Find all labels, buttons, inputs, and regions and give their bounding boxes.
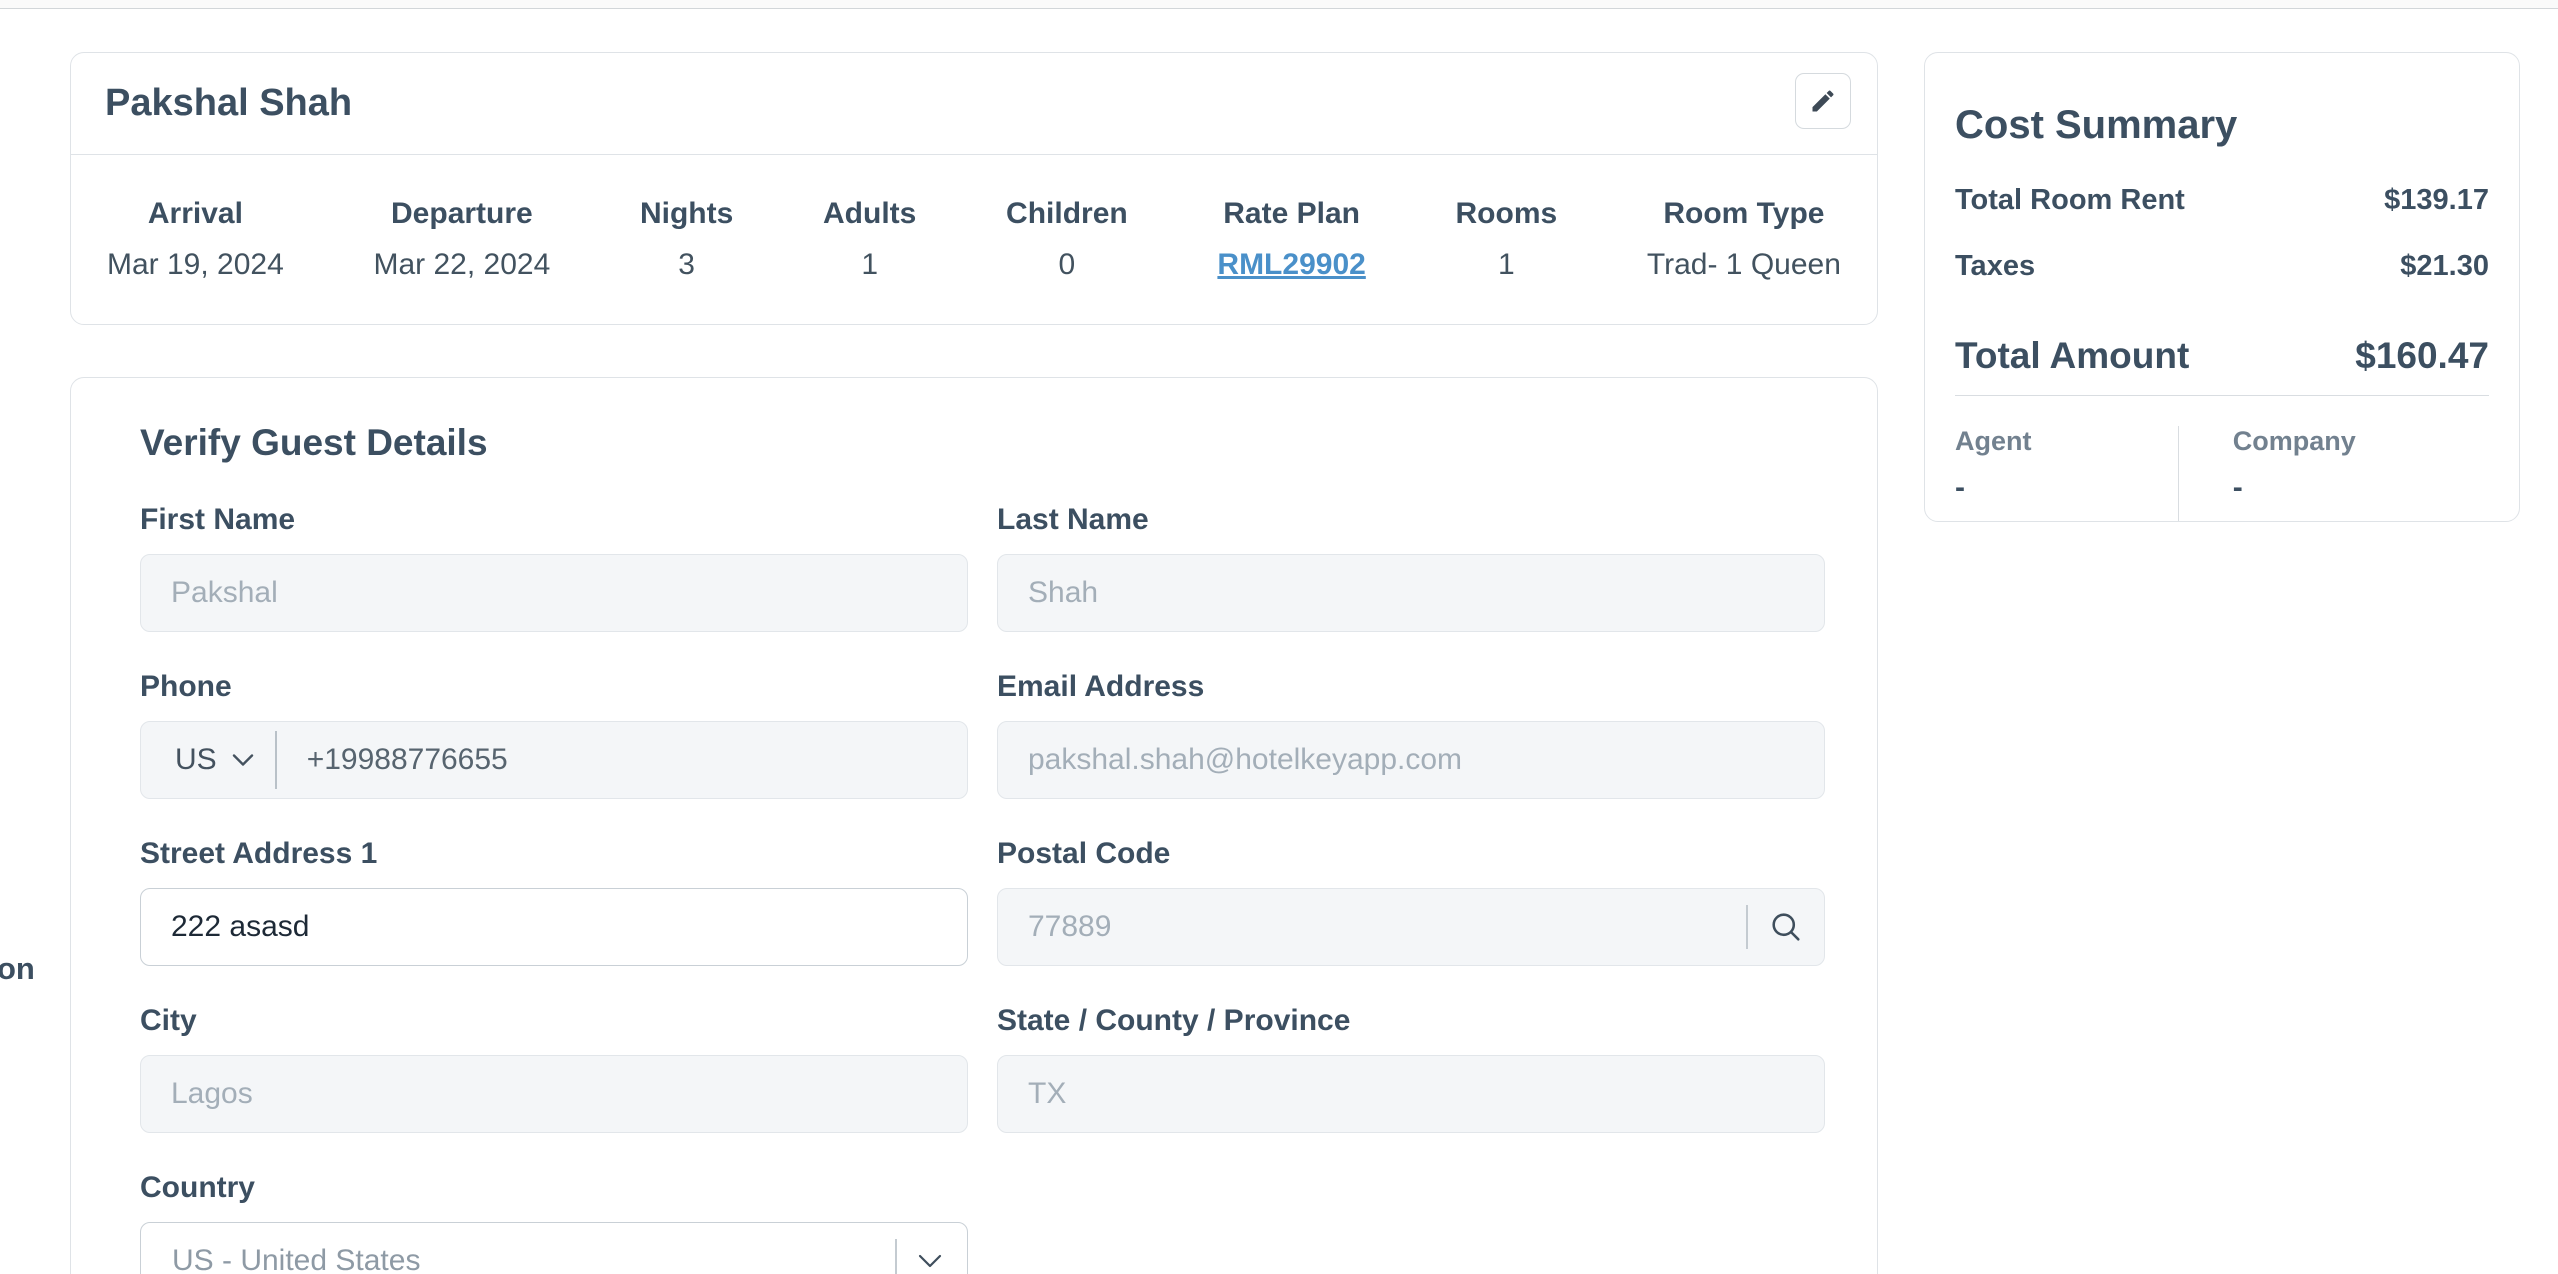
cost-row-room-rent: Total Room Rent $139.17 [1955,184,2489,217]
postal-code-label: Postal Code [997,837,1171,870]
total-amount-value: $160.47 [2355,335,2489,376]
phone-separator [274,731,277,789]
cost-footer: Agent - Company - [1955,396,2489,521]
pencil-icon [1809,87,1837,115]
street-address-label: Street Address 1 [140,837,378,870]
agent-label: Agent [1955,426,2032,456]
cost-divider [1955,395,2489,396]
summary-value: 1 [1498,248,1515,281]
summary-col-arrival: Arrival Mar 19, 2024 [107,197,284,282]
summary-label: Rate Plan [1223,197,1360,230]
agent-column: Agent - [1955,426,2178,521]
form-row-contact: Phone US [140,669,1825,799]
cost-row-taxes: Taxes $21.30 [1955,250,2489,283]
cost-row-value: $21.30 [2400,250,2489,282]
email-label: Email Address [997,670,1205,703]
city-field: City [140,1003,968,1133]
email-input[interactable] [998,722,1824,798]
summary-col-rate-plan: Rate Plan RML29902 [1217,197,1365,282]
section-title: Verify Guest Details [140,422,488,463]
agent-value: - [1955,471,1965,504]
summary-value: 3 [678,248,695,281]
guest-name: Pakshal Shah [105,82,353,124]
state-label: State / County / Province [997,1004,1351,1037]
reservation-summary-row: Arrival Mar 19, 2024 Departure Mar 22, 2… [71,155,1877,324]
last-name-field: Last Name [997,502,1825,632]
summary-col-room-type: Room Type Trad- 1 Queen [1647,197,1841,282]
verify-guest-details-card: Verify Guest Details First Name Last Nam… [70,377,1878,1274]
company-label: Company [2232,426,2356,456]
cost-row-label: Total Room Rent [1955,184,2185,216]
last-name-label: Last Name [997,503,1149,536]
street-address-input[interactable] [141,889,967,965]
state-field: State / County / Province [997,1003,1825,1133]
summary-value: Mar 22, 2024 [373,248,551,281]
summary-label: Arrival [147,197,243,230]
summary-label: Room Type [1663,197,1825,230]
company-value: - [2232,471,2243,504]
cost-row-value: $139.17 [2384,184,2489,216]
summary-value: Trad- 1 Queen [1646,248,1841,281]
postal-code-field: Postal Code [997,836,1825,966]
edge-text-fragment: on [0,951,35,986]
phone-country-select[interactable]: US [141,722,255,798]
form-row-address: Street Address 1 Postal Code [140,836,1825,966]
guest-summary-card: Pakshal Shah Arrival Mar 19, 2024 Depart… [70,52,1878,325]
summary-label: Departure [391,197,533,230]
summary-col-rooms: Rooms 1 [1456,197,1558,282]
summary-label: Nights [639,197,734,230]
phone-label: Phone [140,670,232,703]
summary-col-nights: Nights 3 [640,197,733,282]
search-icon [1768,909,1804,945]
country-selected-value: US - United States [172,1244,421,1274]
cost-total-row: Total Amount $160.47 [1955,335,2489,377]
summary-col-departure: Departure Mar 22, 2024 [373,197,550,282]
summary-value: 1 [861,248,878,281]
summary-value: 0 [1058,248,1076,281]
chevron-down-icon [231,753,255,767]
country-label: Country [140,1171,255,1204]
country-select[interactable]: US - United States [140,1222,968,1274]
street-address-field: Street Address 1 [140,836,968,966]
summary-col-children: Children 0 [1006,197,1128,282]
company-column: Company - [2177,426,2489,521]
summary-label: Adults [823,197,917,230]
form-row-name: First Name Last Name [140,502,1825,632]
summary-label: Rooms [1455,197,1558,230]
rate-plan-link[interactable]: RML29902 [1217,248,1366,281]
city-input[interactable] [141,1056,967,1132]
cost-summary-card: Cost Summary Total Room Rent $139.17 Tax… [1924,52,2520,522]
form-row-country: Country US - United States [140,1170,1825,1274]
phone-country-code: US [175,743,217,776]
form-row-city-state: City State / County / Province [140,1003,1825,1133]
postal-search-button[interactable] [1748,889,1824,965]
first-name-label: First Name [140,503,296,536]
phone-field: Phone US [140,669,968,799]
edit-guest-button[interactable] [1795,73,1851,129]
country-separator [895,1239,897,1274]
cost-summary-title: Cost Summary [1955,103,2238,147]
last-name-input[interactable] [998,555,1824,631]
postal-code-input[interactable] [998,889,1746,965]
summary-value: Mar 19, 2024 [107,248,284,281]
cost-row-label: Taxes [1955,250,2036,282]
first-name-field: First Name [140,502,968,632]
postal-separator [1746,905,1748,949]
total-amount-label: Total Amount [1955,335,2190,376]
chevron-down-icon [917,1253,943,1269]
summary-label: Children [1006,197,1128,230]
state-input[interactable] [998,1056,1824,1132]
first-name-input[interactable] [141,555,967,631]
phone-input[interactable] [276,722,967,798]
country-field: Country US - United States [140,1170,968,1274]
summary-col-adults: Adults 1 [823,197,916,282]
top-strip [0,0,2558,9]
guest-card-header: Pakshal Shah [71,53,1877,155]
city-label: City [140,1004,197,1037]
email-field: Email Address [997,669,1825,799]
